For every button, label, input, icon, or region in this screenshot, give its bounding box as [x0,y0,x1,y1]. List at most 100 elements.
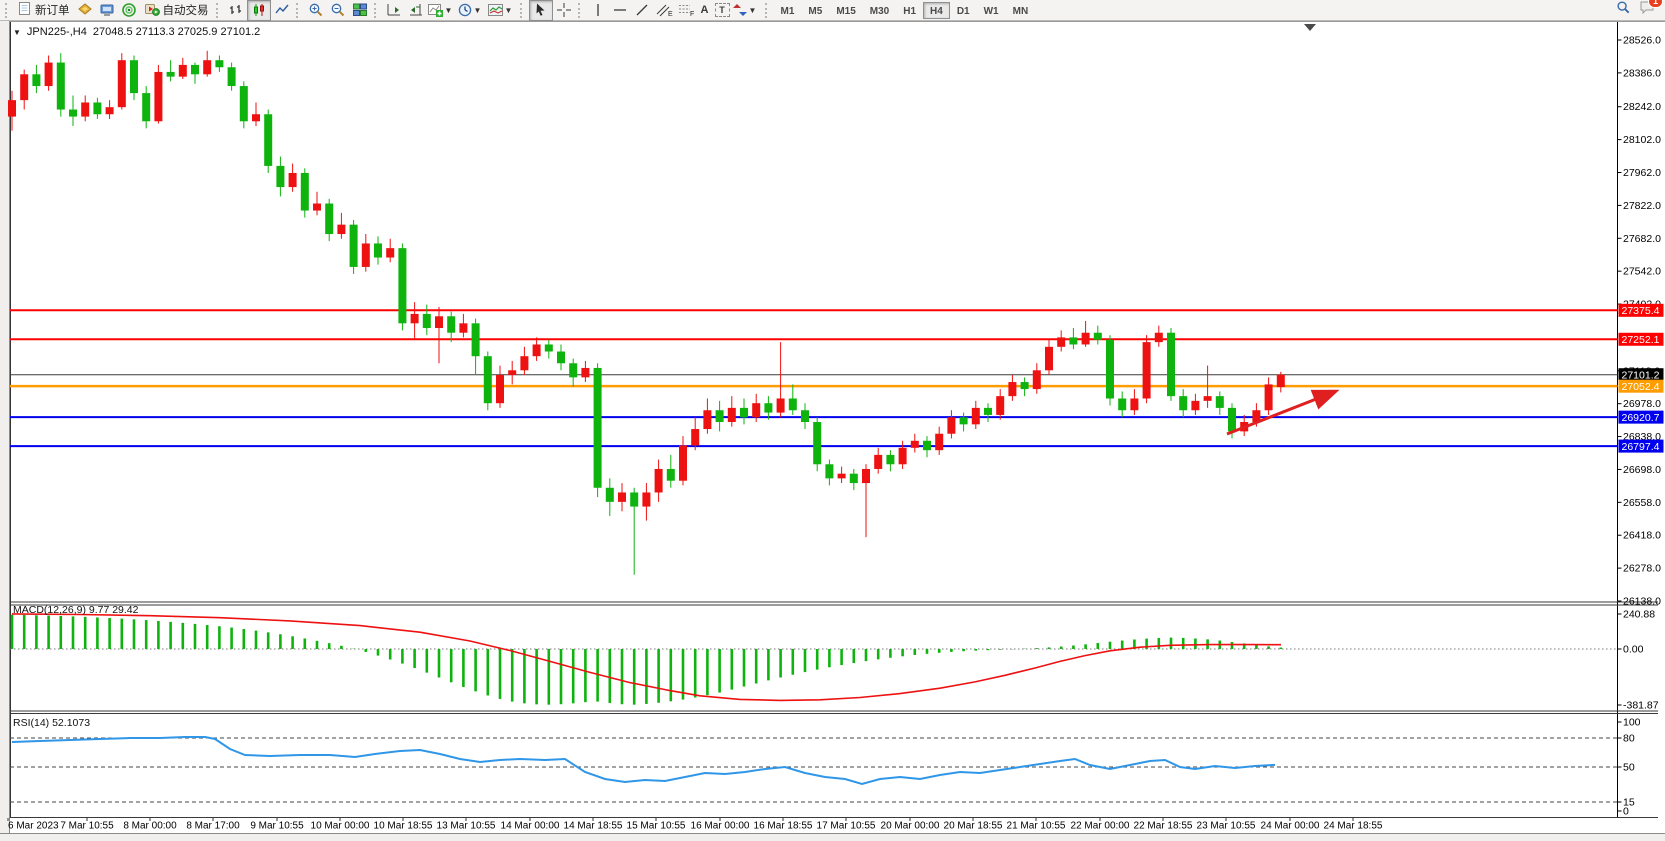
vertical-line-tool-icon[interactable] [587,1,609,20]
time-label: 10 Mar 18:55 [374,821,433,832]
candle-body [605,487,614,502]
trendline-tool-icon[interactable] [631,1,653,20]
svg-text:F: F [690,11,694,18]
candlestick-chart-icon[interactable] [246,0,271,21]
candle-body [361,243,370,267]
profile-icon[interactable] [74,1,96,20]
signals-icon[interactable] [118,1,140,20]
candle-body [813,421,822,465]
svg-text:27052.4: 27052.4 [1622,381,1660,393]
new-order-button[interactable]: 新订单 [14,1,74,20]
timeframe-m1-button[interactable]: M1 [774,2,802,19]
timeframe-m5-button[interactable]: M5 [801,2,829,19]
candle-body [325,203,334,235]
svg-text:0: 0 [1623,806,1629,818]
candle-body [215,60,224,68]
auto-scroll-icon[interactable] [383,1,405,20]
candle-body [1057,337,1066,347]
chevron-down-icon: ▼ [504,5,513,15]
candle-body [81,102,90,117]
candle-body [203,60,212,75]
time-axis: 6 Mar 2023 7 Mar 10:55 8 Mar 00:00 8 Mar 17… [7,818,1383,832]
auto-trading-label: 自动交易 [162,5,209,17]
time-label: 8 Mar 00:00 [123,821,177,832]
time-label: 7 Mar 10:55 [60,821,114,832]
panel-separator[interactable] [10,601,1658,818]
time-label: 8 Mar 17:00 [186,821,240,832]
macd-indicator-label: MACD(12,26,9) 9.77 29.42 [13,604,139,616]
toolbar-grip[interactable] [577,2,584,18]
candle-body [337,224,346,235]
candle-body [117,60,126,108]
svg-text:26558.0: 26558.0 [1623,497,1661,509]
timeframe-w1-button[interactable]: W1 [977,2,1006,19]
svg-text:28526.0: 28526.0 [1623,35,1661,47]
terminal-icon[interactable] [96,1,118,20]
candle-body [910,440,919,448]
candle-body [849,473,858,484]
text-label-tool-icon[interactable]: T [714,3,730,17]
candle-body [1252,410,1261,422]
svg-text:27101.2: 27101.2 [1622,370,1660,382]
toolbar-grip[interactable] [295,2,302,18]
crosshair-tool-icon[interactable] [553,1,575,20]
candle-body [252,114,260,122]
auto-trading-button[interactable]: 自动交易 [140,1,213,20]
timeframe-m15-button[interactable]: M15 [829,2,862,19]
timeframe-mn-button[interactable]: MN [1006,2,1036,19]
toolbar-grip[interactable] [373,2,380,18]
timeframe-m30-button[interactable]: M30 [863,2,896,19]
timeframe-d1-button[interactable]: D1 [950,2,977,19]
equidistant-channel-tool-icon[interactable]: E [653,1,675,20]
candle-body [349,224,358,267]
candle-body [935,433,944,451]
candle-body [276,165,285,188]
time-label: 10 Mar 00:00 [311,821,370,832]
toolbar-grip[interactable] [764,2,771,18]
candle-body [69,109,77,117]
candle-body [752,403,761,418]
template-dropdown[interactable]: ▼ [487,2,517,18]
period-dropdown[interactable]: ▼ [457,2,487,18]
chart-shift-marker-icon[interactable] [1304,24,1316,31]
notifications-chat-icon[interactable]: 1 [1639,0,1663,20]
candle-body [727,407,736,422]
zoom-in-icon[interactable] [305,1,327,20]
new-chart-dropdown[interactable]: ▼ [427,2,457,18]
candle-body [874,454,883,469]
chart-ohlc-readout: 27048.5 27113.3 27025.9 27101.2 [92,26,261,38]
toolbar-grip[interactable] [519,2,526,18]
timeframe-h1-button[interactable]: H1 [896,2,923,19]
one-click-trading-toggle-icon[interactable]: ▼ [13,27,21,37]
toolbar-grip[interactable] [215,2,222,18]
bar-chart-icon[interactable] [225,1,247,20]
search-icon[interactable] [1616,0,1631,20]
macd-panel: 240.88 0.00 -381.87 [10,609,1659,712]
chart-shift-icon[interactable] [405,1,427,20]
line-chart-icon[interactable] [271,1,293,20]
candle-body [703,410,712,430]
chevron-down-icon: ▼ [748,5,757,15]
trend-arrow-annotation[interactable] [1226,389,1340,436]
svg-text:27252.1: 27252.1 [1622,334,1660,346]
candle-body [191,64,199,75]
text-tool-icon[interactable]: A [700,4,709,16]
arrows-tool-dropdown[interactable]: ▼ [732,2,762,18]
rsi-panel: 100 80 50 150 [10,717,1641,818]
candle-body [788,398,797,411]
zoom-out-icon[interactable] [327,1,349,20]
timeframe-h4-button[interactable]: H4 [923,1,950,19]
svg-text:27542.0: 27542.0 [1623,266,1661,278]
candle-body [1008,382,1017,397]
candle-body [557,351,565,364]
tile-windows-icon[interactable] [349,1,371,20]
horizontal-line-tool-icon[interactable] [609,1,631,20]
candle-body [1191,400,1200,411]
fibonacci-tool-icon[interactable]: F [675,1,697,20]
price-lines[interactable] [10,309,1618,448]
cursor-tool-icon[interactable] [528,0,553,21]
toolbar-grip[interactable] [5,2,11,18]
candle-body [898,447,907,465]
